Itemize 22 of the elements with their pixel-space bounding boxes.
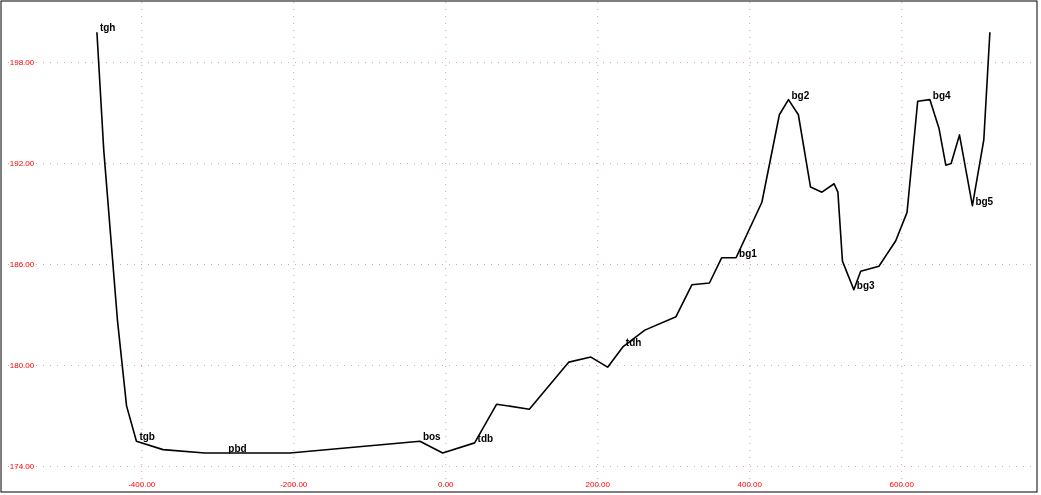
x-tick-label: 600.00 bbox=[889, 480, 915, 489]
annotation: tgb bbox=[139, 431, 155, 443]
annotation: tdb bbox=[477, 432, 494, 444]
y-tick-label: 192.00 bbox=[9, 159, 35, 169]
annotation: pbd bbox=[228, 442, 247, 454]
annotation: bos bbox=[422, 431, 442, 443]
x-tick-label: 0.00 bbox=[437, 480, 455, 489]
y-tick-label: 186.00 bbox=[9, 260, 35, 270]
annotation: bg5 bbox=[975, 195, 994, 207]
line-series bbox=[96, 31, 991, 454]
x-tick-label: -400.00 bbox=[128, 480, 156, 489]
annotation: bg2 bbox=[791, 89, 810, 101]
x-tick-label: 200.00 bbox=[585, 480, 611, 489]
annotation: tgh bbox=[99, 22, 116, 34]
annotation: bg4 bbox=[932, 89, 952, 101]
y-tick-label: 174.00 bbox=[9, 462, 35, 472]
y-tick-label: 198.00 bbox=[9, 58, 35, 68]
x-tick-label: 400.00 bbox=[737, 480, 763, 489]
x-tick-label: -200.00 bbox=[280, 480, 308, 489]
y-tick-label: 180.00 bbox=[9, 361, 35, 371]
annotation: bg3 bbox=[856, 279, 876, 291]
annotation: bg1 bbox=[739, 247, 758, 259]
